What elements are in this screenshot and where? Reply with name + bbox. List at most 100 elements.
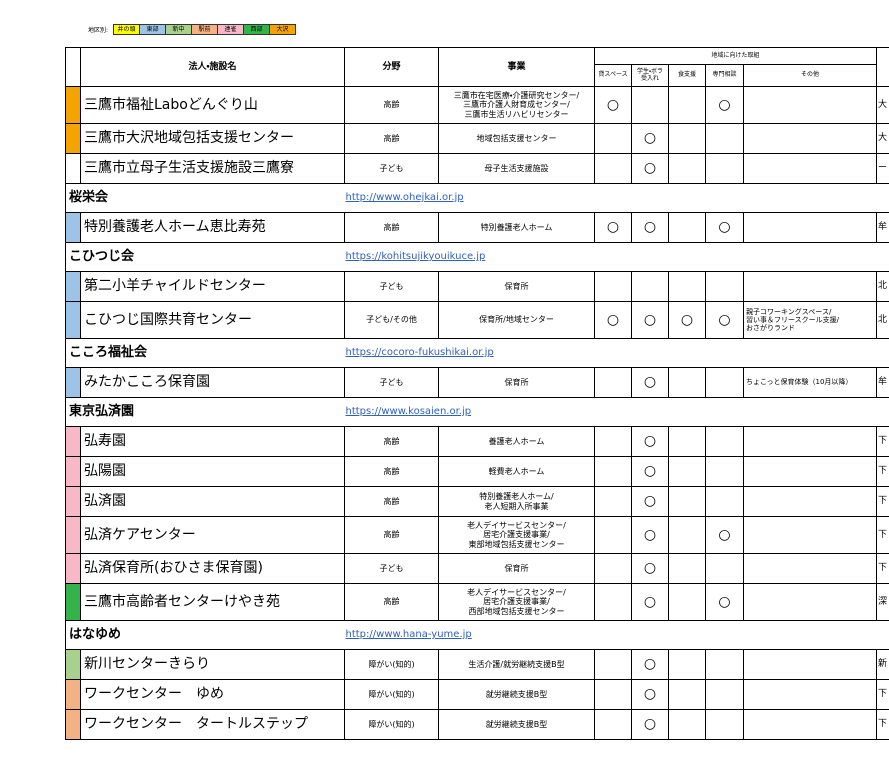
activity-mark [668,709,706,740]
activity-mark [631,271,669,302]
activity-mark: ○ [631,426,669,457]
other: ちょこっと保育体験（10月以降） [742,367,878,398]
activity-mark [668,553,706,584]
group-row: 東京弘済園 https://www.kosaien.or.jp [65,397,889,427]
legend-area: 西部 [243,24,271,35]
activity-mark [668,153,706,184]
header-cell [876,47,889,87]
group-row: こころ福祉会 https://cocoro-fukushikai.or.jp [65,338,889,368]
field: 高齢 [344,486,439,517]
region: 下 [876,426,889,457]
region: 下 [876,516,889,554]
activity-mark [594,583,632,621]
facility-name: 三鷹市立母子生活支援施設三鷹寮 [80,153,345,184]
activity-mark [594,486,632,517]
activity-mark: ○ [631,153,669,184]
other [742,123,878,154]
group-url-cell: http://www.ohejkai.or.jp [344,183,889,213]
activity-mark: ○ [631,212,669,243]
activity-mark [705,367,744,398]
group-url[interactable]: http://www.ohejkai.or.jp [345,192,464,204]
field: 高齢 [344,426,439,457]
activity-mark: ○ [631,516,669,554]
facility-row: 第二小羊チャイルドセンター 子ども 保育所 北 [65,271,889,302]
header-cell: 分野 [344,47,439,87]
legend-label: 地区別: [88,27,109,34]
group-url[interactable]: http://www.hana-yume.jp [345,629,472,641]
activity-mark: ○ [631,583,669,621]
activity-mark: ○ [594,86,632,124]
activity-mark: ○ [705,516,744,554]
activity-mark [668,583,706,621]
activity-mark: ○ [631,301,669,339]
activity-mark [594,709,632,740]
business: 保育所 [438,271,595,302]
activity-mark: ○ [631,123,669,154]
facility-table: 法人・施設名 分野 事業 地域に向けた取組 貸スペース 学生・ボラ 受入れ 食支援 専門相談そ… [65,47,889,740]
group-row: 桜栄会 http://www.ohejkai.or.jp [65,183,889,213]
region: 牟 [876,367,889,398]
legend-area: 東部 [139,24,167,35]
facility-row: 三鷹市福祉Laboどんぐり山 高齢 三鷹市在宅医療・介護研究センター/ 三鷹市介護人… [65,86,889,124]
activity-mark [705,649,744,680]
facility-name: 特別養護老人ホーム恵比寿苑 [80,212,345,243]
region: 下 [876,553,889,584]
activity-mark: ○ [594,212,632,243]
facility-row: こひつじ国際共育センター 子ども/その他 保育所/地域センター ○ ○ ○ ○ 親子コワーキン… [65,301,889,339]
activity-mark [594,679,632,710]
group-url[interactable]: https://www.kosaien.or.jp [345,406,472,418]
facility-row: 弘寿園 高齢 養護老人ホーム ○ 下 [65,426,889,457]
group-url[interactable]: https://cocoro-fukushikai.or.jp [345,347,494,359]
activity-mark [668,212,706,243]
group-name: こころ福祉会 [65,338,345,368]
facility-name: ワークセンター タートルステップ [80,709,345,740]
activity-mark: ○ [631,679,669,710]
business: 就労継続支援B型 [438,679,595,710]
activity-mark: ○ [705,301,744,339]
facility-name: 三鷹市福祉Laboどんぐり山 [80,86,345,124]
facility-row: 三鷹市立母子生活支援施設三鷹寮 子ども 母子生活支援施設 ○ ー [65,153,889,184]
field: 子ども [344,271,439,302]
other [742,212,878,243]
other [742,486,878,517]
facility-name: 弘済ケアセンター [80,516,345,554]
group-url-cell: https://kohitsujikyouikuce.jp [344,242,889,272]
group-row: はなゆめ http://www.hana-yume.jp [65,620,889,650]
header-cell: 専門相談 [705,64,744,87]
activity-mark: ○ [631,456,669,487]
area-color [65,153,81,184]
activity-mark: ○ [631,367,669,398]
header-cell: 法人・施設名 [80,47,345,87]
activity-mark: ○ [705,212,744,243]
activity-mark [594,271,632,302]
facility-row: 弘済園 高齢 特別養護老人ホーム/ 老人短期入所事業 ○ 下 [65,486,889,517]
activity-mark: ○ [705,86,744,124]
facility-name: みたかこころ保育園 [80,367,345,398]
business: 就労継続支援B型 [438,709,595,740]
activity-mark [668,516,706,554]
activity-mark [594,456,632,487]
facility-name: 第二小羊チャイルドセンター [80,271,345,302]
area-legend: 地区別: 井の頭 東部 新中 駅前 連雀 西部 大沢 [88,24,297,35]
region: 下 [876,709,889,740]
area-color [65,123,81,154]
activity-mark [594,123,632,154]
facility-row: 特別養護老人ホーム恵比寿苑 高齢 特別養護老人ホーム ○ ○ ○ 牟 [65,212,889,243]
business: 母子生活支援施設 [438,153,595,184]
activity-mark [705,271,744,302]
region: 下 [876,486,889,517]
group-url[interactable]: https://kohitsujikyouikuce.jp [345,251,486,263]
business: 地域包括支援センター [438,123,595,154]
activity-mark [668,367,706,398]
field: 子ども [344,367,439,398]
activity-mark [668,86,706,124]
activity-mark: ○ [631,486,669,517]
region: 新 [876,649,889,680]
header-row: 法人・施設名 分野 事業 地域に向けた取組 [65,47,889,87]
activity-mark [705,553,744,584]
region: 下 [876,456,889,487]
activity-mark [705,426,744,457]
area-color [65,367,81,398]
activity-mark [594,426,632,457]
